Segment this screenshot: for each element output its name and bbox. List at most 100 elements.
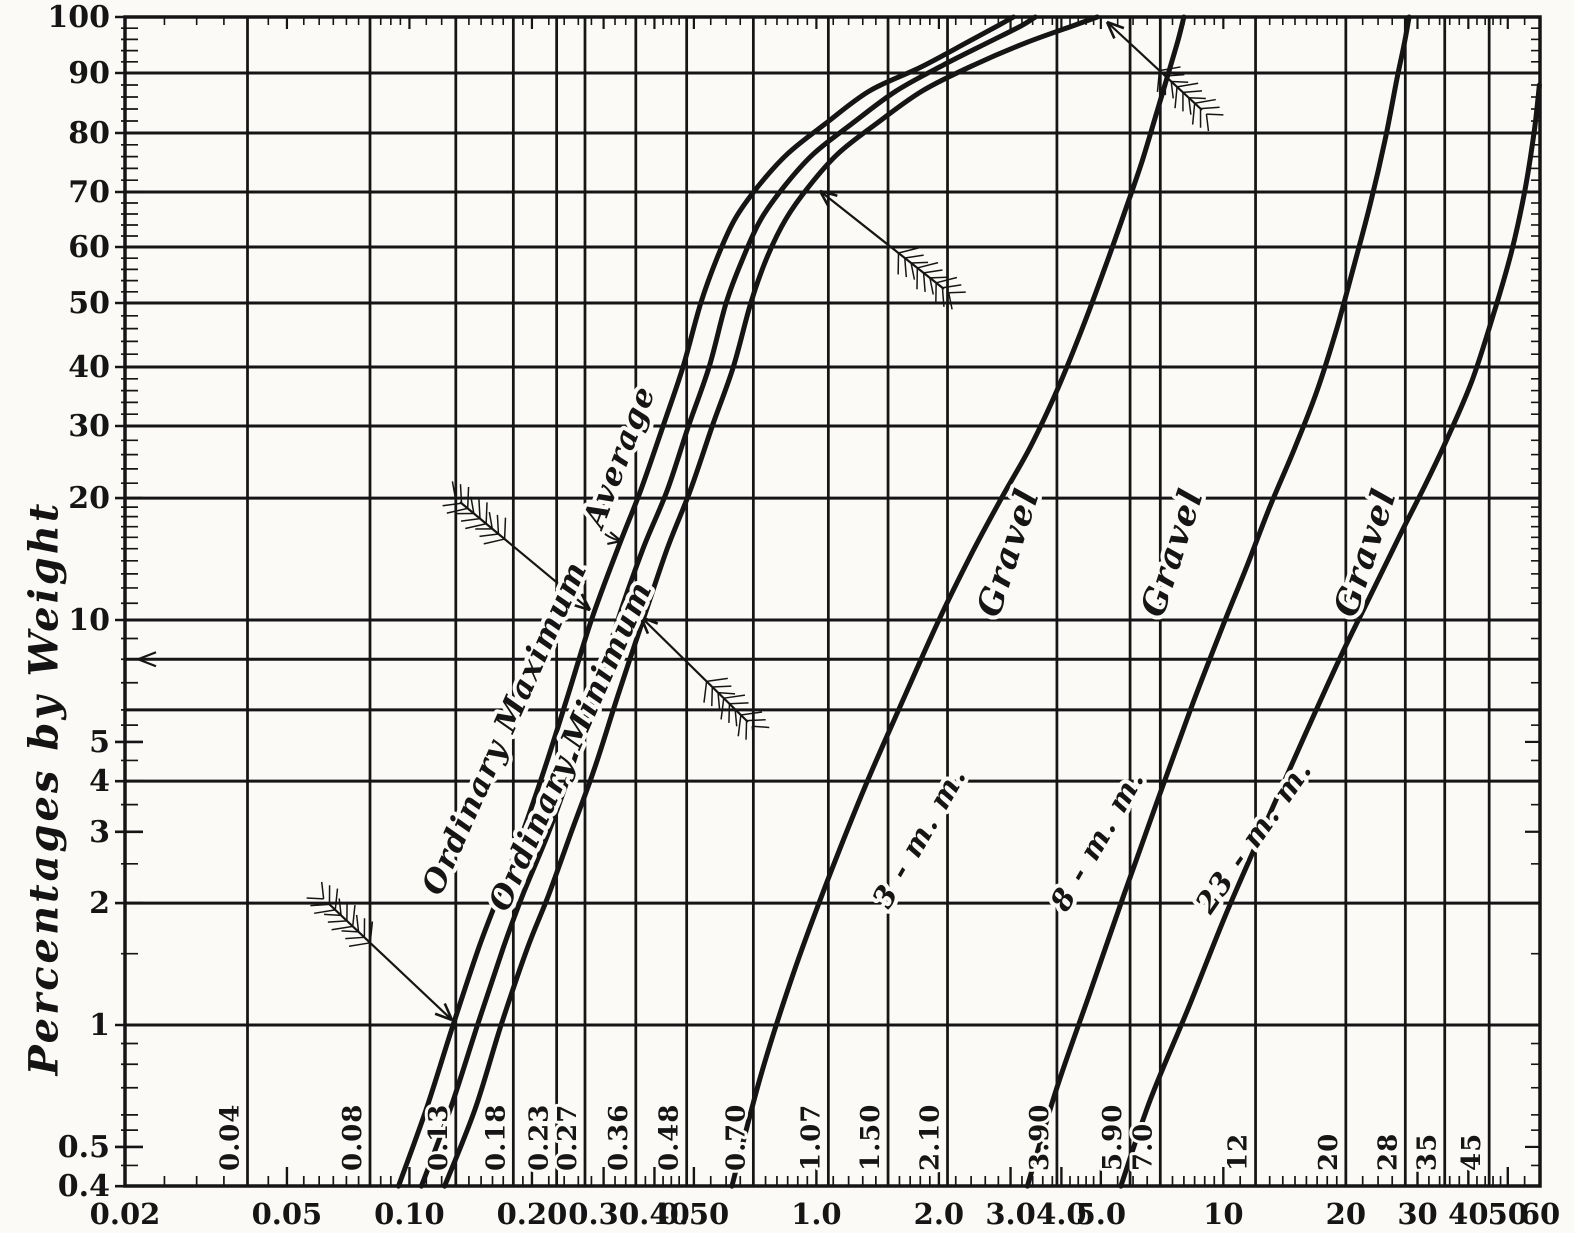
arrow-feather <box>745 720 748 740</box>
sieve-size-label-1-50: 1.50 <box>856 1104 886 1171</box>
curve-ordinary-minimum <box>442 14 1100 1189</box>
curve-label-23-m-m: 23 - m. m. <box>1188 753 1319 920</box>
arrow-feather <box>1165 73 1185 77</box>
arrowhead-icon <box>818 190 830 208</box>
curve-average <box>418 14 1038 1189</box>
arrow-feather <box>345 936 365 940</box>
feather-arrow-5 <box>1105 20 1224 132</box>
y-tick-label-90: 90 <box>68 56 110 91</box>
feather-arrow-2 <box>639 615 770 744</box>
arrow-feather <box>898 247 920 254</box>
arrow-feather <box>729 702 749 705</box>
y-tick-label-20: 20 <box>68 481 110 516</box>
y-tick-label-80: 80 <box>68 116 110 151</box>
arrow-feather <box>1200 106 1220 110</box>
arrow-feather <box>948 291 966 294</box>
arrow-feather <box>1191 103 1196 125</box>
arrow-feather <box>446 507 468 514</box>
arrow-feather <box>465 522 487 530</box>
y-tick-label-3: 3 <box>89 815 110 850</box>
arrow-feather <box>728 703 731 723</box>
arrow-feather <box>922 272 926 292</box>
arrow-feather <box>470 496 475 514</box>
y-tick-label-2: 2 <box>89 886 110 921</box>
arrow-feather <box>1171 80 1189 83</box>
arrow-feather <box>369 921 374 943</box>
x-tick-label-4-0: 4.0 <box>1036 1197 1086 1231</box>
feather-arrow-3 <box>818 189 966 310</box>
feather-arrow-4 <box>306 881 454 1022</box>
sieve-size-label-45: 45 <box>1457 1133 1487 1171</box>
arrowhead-icon <box>1105 21 1116 39</box>
arrowhead-icon <box>580 593 592 611</box>
arrow-feather <box>496 514 500 534</box>
sieve-size-label-0-70: 0.70 <box>721 1104 751 1171</box>
arrow-feather <box>1188 97 1192 115</box>
arrow-feather <box>735 708 753 712</box>
arrow-feather <box>355 914 360 932</box>
arrow-feather <box>712 685 732 688</box>
arrow-shaft <box>640 616 749 723</box>
arrow-feather <box>451 481 457 499</box>
x-tick-label-0-50: 0.50 <box>659 1197 730 1231</box>
y-tick-label-60: 60 <box>68 230 110 265</box>
arrow-feather <box>338 898 342 916</box>
y-tick-label-0-4: 0.4 <box>58 1169 110 1204</box>
x-tick-label-20: 20 <box>1326 1197 1366 1231</box>
curve-label-3-m-m: 3 - m. m. <box>865 760 973 913</box>
arrow-feather <box>1174 86 1178 109</box>
arrow-feather <box>737 714 742 737</box>
y-tick-label-10: 10 <box>68 603 110 638</box>
arrowhead-icon <box>137 651 157 661</box>
x-tick-label-0-40: 0.40 <box>619 1197 690 1231</box>
arrow-feather <box>706 677 728 683</box>
sieve-size-label-1-07: 1.07 <box>796 1104 826 1171</box>
sieve-size-label-0-48: 0.48 <box>655 1104 685 1171</box>
arrowhead-icon <box>137 658 157 668</box>
arrow-feather <box>442 502 462 507</box>
y-tick-label-40: 40 <box>68 350 110 385</box>
y-tick-label-30: 30 <box>68 409 110 444</box>
arrow-feather <box>720 698 725 720</box>
arrow-feather <box>485 502 488 524</box>
arrow-feather <box>723 694 746 699</box>
y-tick-label-70: 70 <box>68 175 110 210</box>
arrow-feather <box>1206 113 1224 116</box>
sieve-size-label-28: 28 <box>1373 1133 1403 1171</box>
arrowhead-icon <box>434 1012 453 1022</box>
arrow-feather <box>503 517 507 540</box>
y-tick-label-1: 1 <box>89 1008 110 1043</box>
arrow-feather <box>460 517 481 522</box>
x-tick-label-3-0: 3.0 <box>985 1197 1035 1231</box>
x-tick-label-10: 10 <box>1203 1197 1243 1231</box>
arrowhead-icon <box>443 1003 454 1021</box>
sieve-size-label-3-90: 3.90 <box>1025 1104 1055 1171</box>
leader-line <box>597 497 622 542</box>
arrow-feather <box>488 511 494 529</box>
x-tick-label-0-30: 0.30 <box>568 1197 639 1231</box>
arrow-feather <box>910 262 916 280</box>
sieve-size-label-35: 35 <box>1413 1133 1443 1171</box>
x-tick-label-50: 50 <box>1488 1197 1528 1231</box>
sieve-size-label-0-08: 0.08 <box>338 1104 368 1171</box>
y-tick-label-4: 4 <box>89 764 110 799</box>
arrowhead-icon <box>819 189 838 198</box>
arrow-feather <box>929 277 934 295</box>
curve-ordinary-maximum <box>396 14 1016 1189</box>
x-tick-label-1-0: 1.0 <box>791 1197 841 1231</box>
curve-label-8-m-m: 8 - m. m. <box>1043 763 1152 917</box>
sieve-size-label-2-10: 2.10 <box>916 1104 946 1171</box>
arrow-feather <box>314 909 336 915</box>
sieve-size-label-0-36: 0.36 <box>604 1104 634 1171</box>
arrowhead-icon <box>640 615 659 625</box>
arrow-feather <box>1205 113 1210 132</box>
arrow-feather <box>1170 81 1174 99</box>
x-tick-label-2-0: 2.0 <box>914 1197 964 1231</box>
arrowhead-icon <box>607 539 622 546</box>
sieve-size-label-20: 20 <box>1314 1133 1344 1171</box>
arrow-feather <box>746 718 766 722</box>
arrow-feather <box>459 484 463 504</box>
arrow-feather <box>341 930 359 933</box>
arrow-feather <box>1159 66 1181 72</box>
arrow-feather <box>466 486 470 509</box>
